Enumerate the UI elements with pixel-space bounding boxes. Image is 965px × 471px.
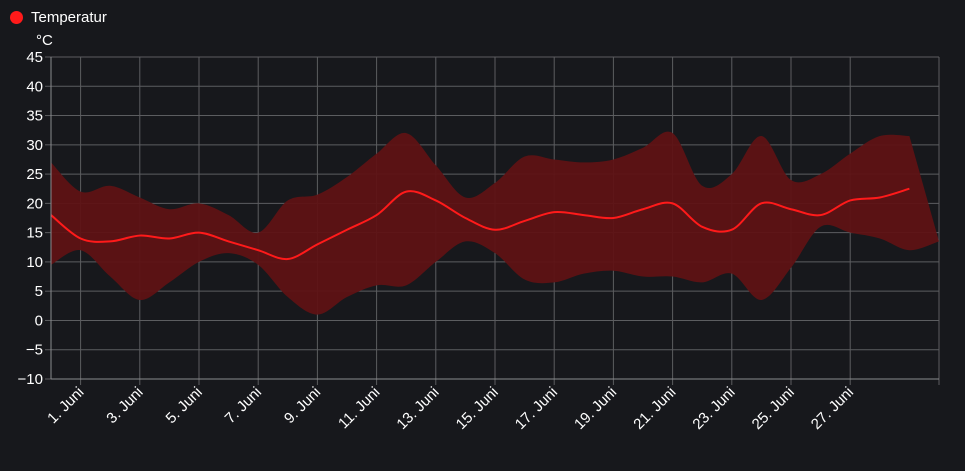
- x-tick-label: 7. Juni: [222, 384, 265, 427]
- y-tick-label: −5: [26, 342, 43, 359]
- legend-label: Temperatur: [31, 9, 107, 26]
- y-tick-label: 25: [26, 166, 43, 183]
- temperature-range-band: [51, 131, 939, 315]
- x-tick-label: 13. Juni: [393, 384, 442, 433]
- x-tick-label: 17. Juni: [512, 384, 561, 433]
- y-tick-label: 5: [35, 283, 43, 300]
- y-tick-label: 20: [26, 195, 43, 212]
- legend-marker-icon: [10, 11, 23, 24]
- x-tick-label: 21. Juni: [630, 384, 679, 433]
- temperature-line: [50, 187, 910, 261]
- x-tick-label: 5. Juni: [163, 384, 206, 427]
- x-tick-label: 9. Juni: [281, 384, 324, 427]
- y-tick-label: 40: [26, 78, 43, 95]
- x-tick-label: 15. Juni: [453, 384, 502, 433]
- x-tick-label: 25. Juni: [749, 384, 798, 433]
- y-tick-label: −10: [18, 371, 43, 388]
- x-tick-label: 11. Juni: [335, 384, 383, 432]
- x-tick-label: 3. Juni: [103, 384, 146, 427]
- y-tick-label: 0: [35, 312, 43, 329]
- y-tick-label: 35: [26, 108, 43, 125]
- y-tick-label: 30: [26, 137, 43, 154]
- x-tick-label: 23. Juni: [689, 384, 738, 433]
- y-axis-unit-label: °C: [36, 32, 53, 49]
- y-tick-label: 45: [26, 49, 43, 66]
- y-tick-label: 10: [26, 254, 43, 271]
- x-tick-label: 19. Juni: [571, 384, 620, 433]
- range-band-layer: [51, 131, 939, 315]
- x-tick-label: 1. Juni: [44, 384, 87, 427]
- chart-legend[interactable]: Temperatur: [10, 9, 107, 26]
- x-tick-label: 27. Juni: [808, 384, 857, 433]
- y-tick-label: 15: [26, 225, 43, 242]
- series-line-layer: [50, 187, 910, 261]
